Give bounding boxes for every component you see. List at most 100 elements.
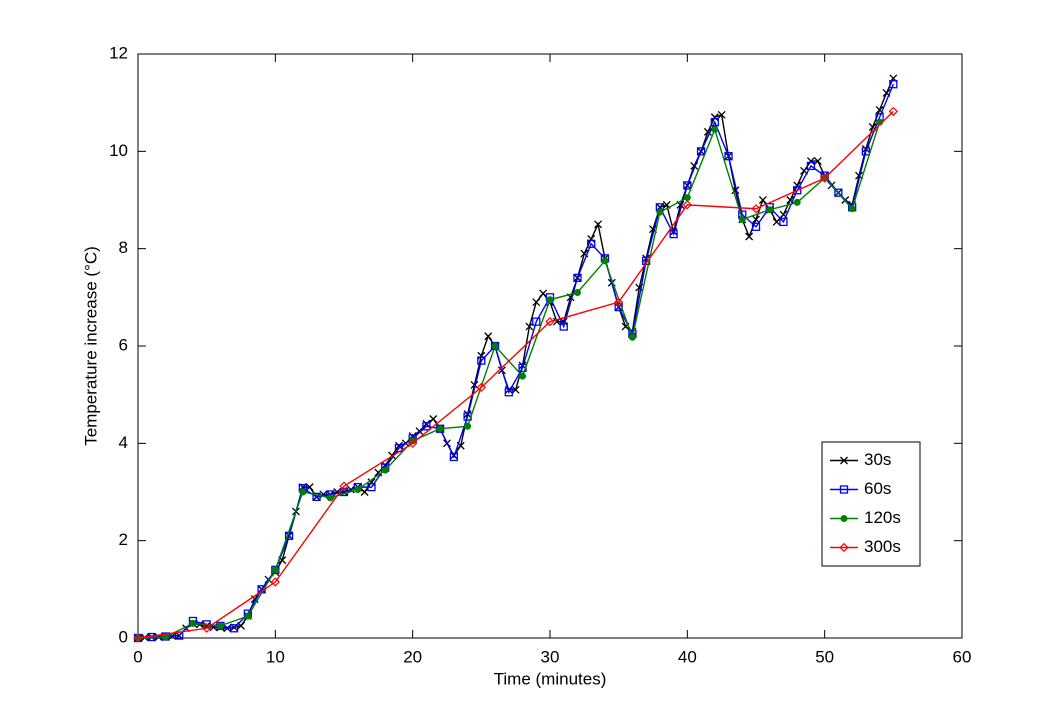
marker (229, 624, 239, 633)
marker (696, 147, 706, 156)
marker (511, 385, 520, 394)
marker (354, 486, 362, 494)
marker (745, 232, 754, 241)
marker (464, 422, 472, 430)
marker (717, 110, 726, 119)
marker (594, 220, 603, 229)
marker (683, 194, 691, 202)
x-tick-label: 20 (403, 647, 422, 666)
marker (840, 515, 848, 522)
x-tick-label: 50 (815, 647, 834, 666)
marker (326, 494, 334, 502)
marker (429, 415, 438, 423)
marker (477, 356, 486, 365)
x-tick-label: 40 (678, 647, 697, 666)
marker (772, 217, 781, 226)
marker (669, 229, 678, 239)
legend-box (821, 441, 921, 567)
marker (394, 441, 403, 450)
marker (504, 388, 513, 397)
marker (738, 215, 746, 223)
marker (408, 438, 418, 448)
marker (820, 173, 830, 183)
marker (806, 157, 815, 166)
marker (751, 222, 761, 231)
x-tick-label: 60 (953, 647, 972, 666)
marker (532, 317, 541, 326)
marker (559, 322, 568, 331)
marker (539, 289, 548, 298)
x-tick-label: 0 (133, 647, 142, 666)
y-tick-label: 0 (119, 627, 128, 646)
marker (271, 566, 279, 574)
marker (793, 181, 802, 190)
y-tick-label: 6 (119, 335, 128, 354)
marker (888, 106, 898, 117)
legend: 30s 60s 120s 300s (821, 441, 921, 567)
marker (614, 297, 624, 307)
y-tick-label: 12 (109, 43, 128, 62)
marker (189, 619, 197, 627)
marker (519, 372, 527, 380)
marker (216, 622, 224, 630)
marker (367, 482, 376, 492)
marker (793, 198, 801, 206)
marker (202, 623, 212, 633)
marker (628, 333, 636, 341)
marker (270, 577, 280, 587)
marker (545, 317, 555, 327)
marker (484, 332, 493, 341)
marker (711, 125, 719, 133)
marker (793, 186, 802, 195)
marker (360, 488, 369, 496)
marker (834, 188, 843, 197)
marker (656, 208, 664, 216)
marker (710, 117, 719, 127)
marker (436, 425, 444, 433)
y-tick-label: 2 (119, 530, 128, 549)
marker (587, 239, 596, 248)
marker (422, 422, 431, 431)
marker (491, 342, 499, 350)
marker (339, 481, 349, 491)
marker (806, 161, 816, 171)
marker (573, 273, 582, 283)
marker (861, 147, 871, 156)
marker (415, 427, 424, 436)
marker (476, 382, 486, 393)
legend-label: 30s (864, 450, 891, 469)
marker (244, 612, 252, 620)
x-tick-label: 10 (266, 647, 285, 666)
marker (133, 633, 143, 643)
marker (779, 217, 788, 227)
marker (601, 257, 609, 265)
marker (839, 485, 849, 494)
marker (751, 204, 761, 214)
marker (525, 322, 534, 331)
marker (724, 152, 733, 161)
y-tick-label: 4 (119, 433, 128, 452)
marker (752, 215, 760, 224)
marker (312, 492, 321, 502)
marker (682, 200, 692, 210)
x-tick-label: 30 (541, 647, 560, 666)
legend-label: 120s (864, 508, 901, 527)
y-tick-label: 8 (119, 238, 128, 257)
series-line (137, 110, 894, 639)
marker (758, 196, 767, 204)
marker (546, 296, 554, 304)
marker (839, 542, 849, 553)
legend-label: 60s (864, 479, 891, 498)
marker (532, 298, 541, 307)
marker (305, 483, 314, 492)
marker (840, 456, 848, 465)
marker (766, 206, 774, 214)
marker (813, 157, 822, 166)
marker (573, 288, 581, 296)
y-tick-label: 10 (109, 141, 128, 160)
marker (710, 113, 719, 122)
x-axis-label: Time (minutes) (494, 669, 607, 688)
marker (299, 488, 307, 496)
marker (683, 181, 692, 190)
